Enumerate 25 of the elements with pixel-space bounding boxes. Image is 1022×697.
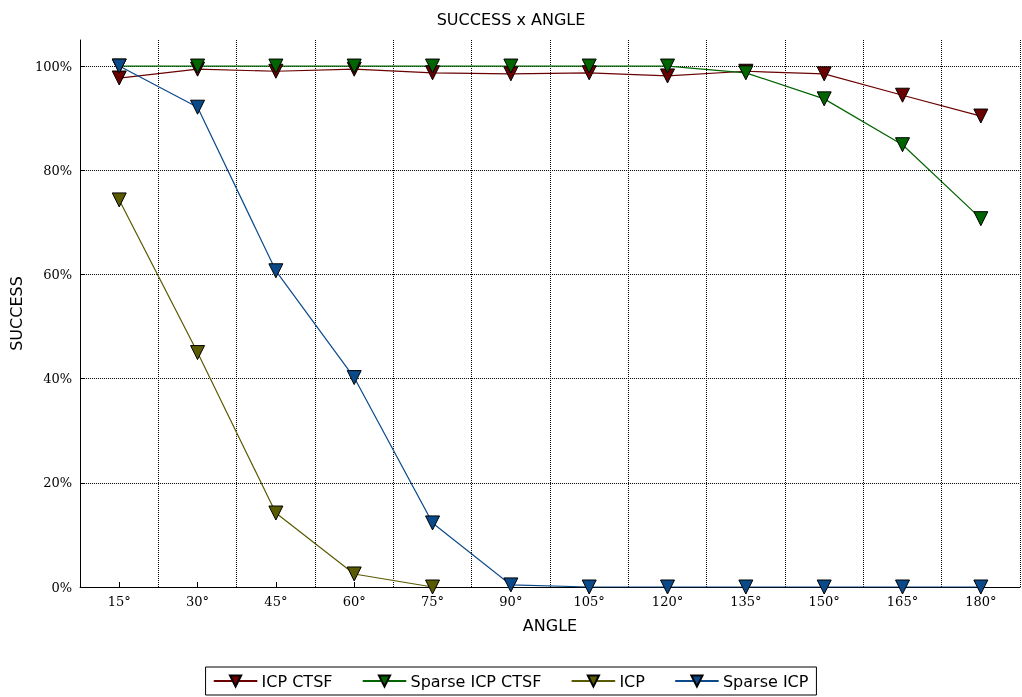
x-tick-label: 165° <box>886 594 919 609</box>
x-axis-title: ANGLE <box>522 615 578 635</box>
x-tick-label: 15° <box>107 594 131 609</box>
x-tick-label: 120° <box>651 594 684 609</box>
x-tick-label: 60° <box>342 594 366 609</box>
y-tick-label: 40% <box>43 371 73 387</box>
y-tick-label: 0% <box>51 579 73 595</box>
x-tick-label: 105° <box>573 594 605 609</box>
x-tick-label: 150° <box>808 594 840 609</box>
y-axis-title: SUCCESS <box>6 276 26 351</box>
x-tick-label: 45° <box>264 594 288 609</box>
x-tick-label: 75° <box>421 594 445 609</box>
x-tick-label: 135° <box>730 594 762 609</box>
y-tick-label: 20% <box>43 475 73 491</box>
x-tick-label: 90° <box>499 594 523 609</box>
legend-label: Sparse ICP <box>722 671 809 691</box>
x-tick-label: 180° <box>965 594 997 609</box>
y-tick-label: 100% <box>34 58 73 74</box>
y-tick-label: 80% <box>43 162 73 178</box>
chart-title: SUCCESS x ANGLE <box>436 9 586 29</box>
y-tick-label: 60% <box>43 266 73 282</box>
x-tick-label: 30° <box>186 594 210 609</box>
legend-label: Sparse ICP CTSF <box>410 671 542 691</box>
legend-label: ICP <box>619 671 646 691</box>
legend-label: ICP CTSF <box>261 671 333 691</box>
